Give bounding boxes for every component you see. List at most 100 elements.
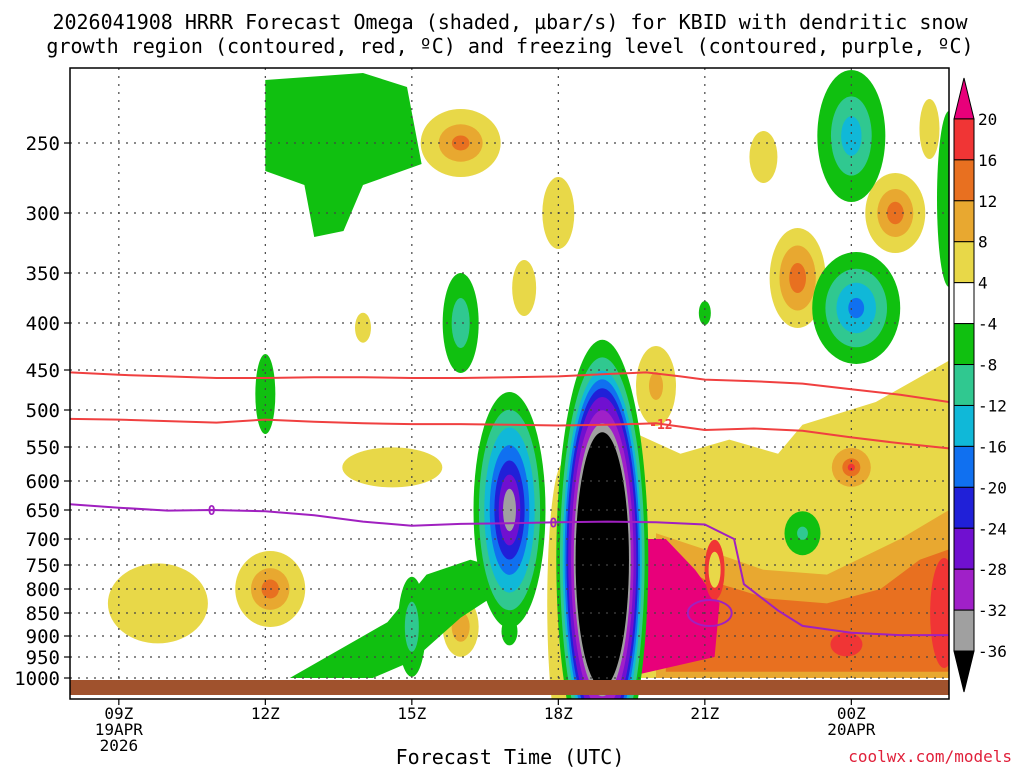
positive-blob-580-24z	[821, 437, 882, 498]
y-tick-label-800: 800	[26, 579, 60, 601]
positive-blob-red-23z-level-0	[830, 632, 863, 657]
positive-blob-560-14z-level-0	[342, 447, 443, 488]
y-tick-label-550: 550	[26, 437, 60, 459]
credit-text: coolwx.com/models	[848, 747, 1012, 766]
colorbar-box-11	[953, 527, 975, 570]
positive-blob-580-24z-level-3	[847, 463, 855, 471]
contour-line-1	[70, 371, 949, 403]
negative-region-lower-15z	[289, 559, 505, 678]
colorbar-box-1	[953, 118, 975, 161]
positive-blob-350-22z-level-2	[789, 263, 807, 293]
positive-blob-260-22z	[749, 131, 778, 183]
y-tick-label-450: 450	[26, 360, 60, 382]
y-tick-label-900: 900	[26, 626, 60, 648]
x-tick-label-00Z-line1: 00Z	[837, 704, 866, 723]
y-tick-label-1000: 1000	[14, 668, 60, 690]
freezing-level-loop	[686, 599, 733, 627]
y-tick-label-350: 350	[26, 263, 60, 285]
x-tick-label-18Z-line1: 18Z	[544, 704, 573, 723]
positive-blob-250-26z	[919, 99, 940, 159]
colorbar-box-10	[953, 486, 975, 529]
positive-blob-250-26z-level-0	[919, 99, 940, 159]
x-tick-label-09Z-line3: 2026	[100, 736, 139, 755]
colorbar-label-4: 4	[978, 274, 988, 293]
positive-blob-360-17z	[512, 260, 537, 316]
neutral-gap-21z-level-1	[708, 551, 721, 588]
y-tick-label-950: 950	[26, 647, 60, 669]
x-tick-label-15Z-line1: 15Z	[397, 704, 426, 723]
negative-core-17z	[473, 392, 546, 628]
colorbar-label--28: -28	[978, 560, 1007, 579]
colorbar-arrow-top	[953, 77, 975, 120]
negative-blob-390-24z-level-3	[848, 297, 865, 319]
negative-core-19z	[556, 339, 649, 699]
negative-blob-280-26z	[937, 111, 949, 287]
colorbar-label-16: 16	[978, 151, 997, 170]
x-tick-label-00Z-line2: 20APR	[827, 720, 876, 739]
chart-title-line2: growth region (contoured, red, ºC) and f…	[46, 34, 973, 58]
positive-core-red-lower-right-level-0	[930, 558, 949, 668]
colorbar-label--4: -4	[978, 315, 997, 334]
x-tick-label-21Z-line1: 21Z	[690, 704, 719, 723]
y-tick-label-600: 600	[26, 471, 60, 493]
positive-core-pink	[631, 539, 720, 674]
colorbar-box-12	[953, 568, 975, 611]
y-tick-label-500: 500	[26, 400, 60, 422]
contour-label-0-0: -12	[649, 418, 672, 433]
colorbar-box-6	[953, 323, 975, 366]
positive-region-orange-right	[665, 549, 949, 672]
negative-blob-480-12z	[255, 354, 276, 434]
positive-blob-470-20z-level-1	[649, 372, 663, 400]
negative-core-17z-level-6	[503, 488, 516, 532]
positive-blob-red-23z	[830, 632, 863, 657]
negative-blob-400-16z	[442, 273, 479, 373]
positive-blob-360-17z-level-0	[512, 260, 537, 316]
y-tick-label-250: 250	[26, 133, 60, 155]
negative-region-250-13z	[265, 73, 422, 237]
contour-line-0	[70, 417, 949, 450]
positive-blob-250-16z	[420, 109, 501, 177]
colorbar-box-4	[953, 241, 975, 284]
contour-label-2-1: 0	[550, 516, 558, 531]
positive-blob-lower-10z-level-0	[107, 563, 208, 644]
colorbar-label--16: -16	[978, 437, 1007, 456]
neutral-gap-21z	[704, 539, 725, 600]
colorbar-label--24: -24	[978, 519, 1007, 538]
contour-label-2-0: 0	[208, 504, 216, 519]
colorbar-box-13	[953, 609, 975, 652]
colorbar-box-9	[953, 445, 975, 488]
colorbar-label-8: 8	[978, 233, 988, 252]
positive-blob-350-22z	[769, 228, 826, 328]
y-tick-label-400: 400	[26, 313, 60, 335]
omega-shading	[107, 70, 949, 699]
x-tick-label-09Z-line2: 19APR	[95, 720, 144, 739]
y-tick-label-850: 850	[26, 603, 60, 625]
negative-blob-480-12z-level-0	[255, 354, 276, 434]
colorbar-label--8: -8	[978, 356, 997, 375]
negative-blob-390-24z	[812, 252, 901, 364]
positive-blob-420-14z	[355, 312, 371, 343]
y-axis: 2503003504004505005506006507007508008509…	[14, 133, 70, 690]
negative-blob-lower-15z	[397, 576, 426, 677]
negative-blob-390-21z	[698, 301, 711, 325]
colorbar-label--36: -36	[978, 642, 1007, 661]
negative-blob-390-21z-level-0	[698, 301, 711, 325]
colorbar-box-3	[953, 200, 975, 243]
colorbar-box-7	[953, 364, 975, 406]
negative-blob-690-23z-level-1	[797, 526, 808, 540]
negative-blob-280-26z-level-0	[937, 111, 949, 287]
plot-area: -12 0 0	[69, 67, 950, 700]
positive-blob-470-20z	[636, 346, 676, 426]
positive-blob-lower-10z	[107, 563, 208, 644]
colorbar-box-8	[953, 404, 975, 447]
contour-lines: -12 0 0	[70, 371, 949, 637]
negative-blob-250-24z	[817, 70, 886, 202]
colorbar-legend: 20 16 12 8 4 -4 -8 -12 -16 -20 -24 -28 -32 -36	[953, 77, 1007, 693]
x-tick-label-12Z-line1: 12Z	[251, 704, 280, 723]
colorbar-arrow-bottom	[953, 650, 975, 693]
x-axis-label: Forecast Time (UTC)	[396, 745, 625, 768]
negative-core-19z-level-8	[575, 432, 629, 688]
x-tick-label-09Z-line1: 09Z	[104, 704, 133, 723]
colorbar-label-20: 20	[978, 110, 997, 129]
contour-line-2	[70, 503, 949, 637]
